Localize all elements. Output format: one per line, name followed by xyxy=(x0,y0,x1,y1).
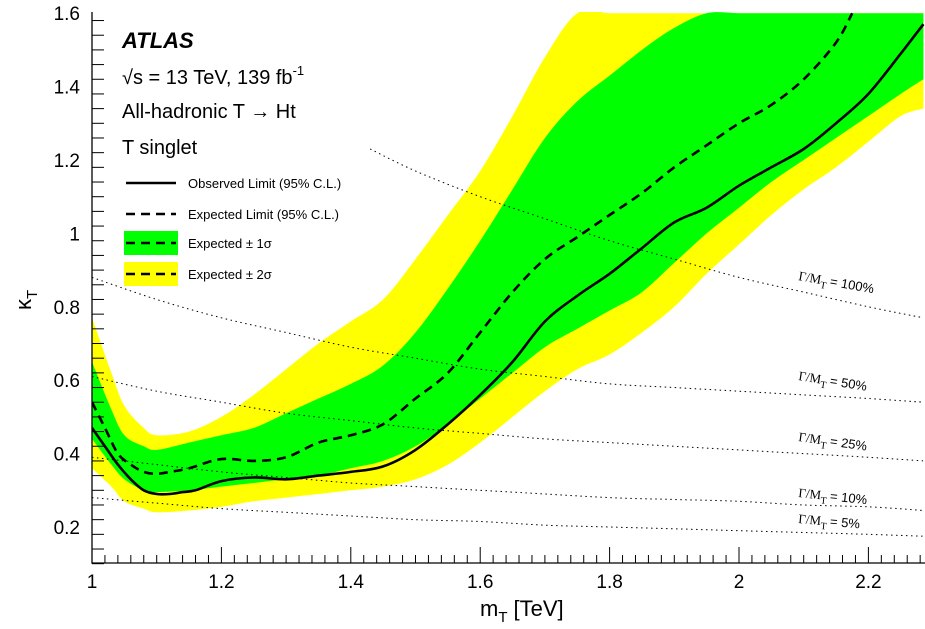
width-curve-labels: Γ/MT = 100% Γ/MT = 50% Γ/MT = 25% Γ/MT = 10%Γ/M… xyxy=(797,268,876,535)
width-curve-label: Γ/MT = 10% xyxy=(797,485,868,511)
y-tick-label: 0.2 xyxy=(54,518,80,539)
x-tick-label: 1.2 xyxy=(208,572,234,593)
x-tick-label: 1.4 xyxy=(338,572,365,593)
width-curve-label: Γ/MT = 5% xyxy=(797,511,861,535)
legend: Observed Limit (95% C.L.) Expected Limit … xyxy=(124,176,341,286)
legend-label: Observed Limit (95% C.L.) xyxy=(188,176,341,191)
width-curve-label: Γ/MT = 25% xyxy=(797,429,868,457)
y-tick-label: 1.6 xyxy=(54,4,80,25)
y-tick-label: 0.8 xyxy=(54,298,80,319)
x-tick-label: 2 xyxy=(734,572,745,593)
width-curves xyxy=(92,148,924,537)
info-block: ATLAS √s = 13 TeV, 139 fb-1 All-hadronic… xyxy=(121,28,304,159)
y-axis-title: κT xyxy=(11,290,41,310)
width-curve xyxy=(92,497,924,537)
uncertainty-bands xyxy=(92,12,924,513)
width-curve-label: Γ/MT = 100% xyxy=(797,268,876,300)
legend-label: Expected ± 1σ xyxy=(188,236,272,251)
expected-limit-line xyxy=(92,12,854,476)
experiment-label: ATLAS xyxy=(121,28,194,53)
y-tick-label: 0.6 xyxy=(54,371,80,392)
y-tick-label: 1.2 xyxy=(54,151,80,172)
y-tick-label: 1.4 xyxy=(54,78,81,99)
axes: 1 1.2 1.4 1.6 1.8 2 2.2 0.2 0.4 0.6 0.8 1 1.2 1.4 1.6 xyxy=(54,4,925,593)
band-1sigma xyxy=(92,12,924,493)
y-tick-label: 1 xyxy=(69,224,80,245)
energy-lumi-label: √s = 13 TeV, 139 fb-1 xyxy=(122,63,304,89)
width-curve xyxy=(92,456,924,511)
width-curve-label: Γ/MT = 50% xyxy=(797,368,869,398)
x-tick-label: 1.8 xyxy=(596,572,622,593)
legend-label: Expected ± 2σ xyxy=(188,267,272,282)
x-axis-title: mT [TeV] xyxy=(480,596,564,626)
x-tick-label: 2.2 xyxy=(855,572,881,593)
observed-limit-line xyxy=(92,23,925,496)
x-tick-label: 1.6 xyxy=(467,572,493,593)
x-tick-label: 1 xyxy=(87,572,98,593)
channel-label: All-hadronic T → Ht xyxy=(122,101,296,123)
legend-label: Expected Limit (95% C.L.) xyxy=(188,207,339,222)
width-curve xyxy=(369,148,924,319)
width-curve xyxy=(92,276,924,403)
limit-lines xyxy=(92,12,925,496)
model-label: T singlet xyxy=(122,137,198,159)
y-tick-label: 0.4 xyxy=(54,445,81,466)
